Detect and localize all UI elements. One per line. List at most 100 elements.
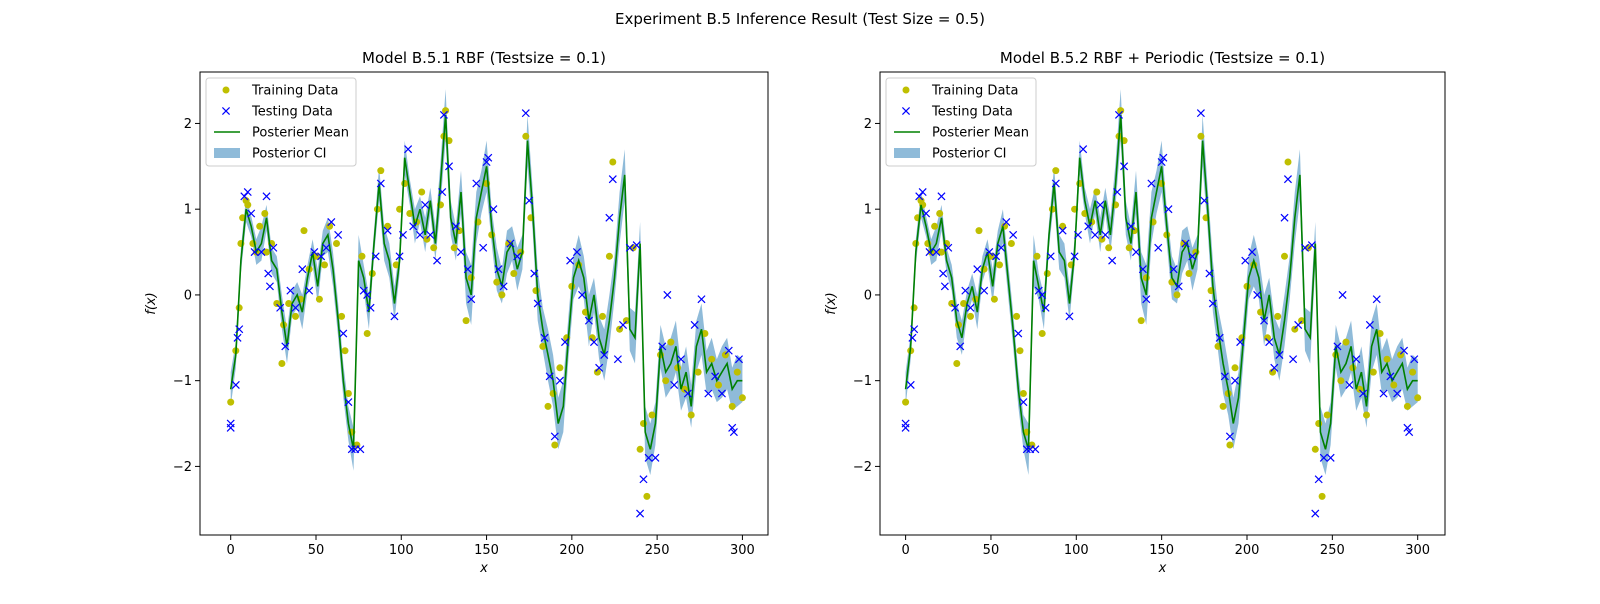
y-tick-label: 2 xyxy=(864,117,872,132)
testing-point xyxy=(533,299,542,308)
training-point xyxy=(1356,385,1364,393)
training-point xyxy=(987,252,995,260)
training-point xyxy=(1383,355,1391,363)
testing-point xyxy=(439,110,448,119)
legend-label: Posterier Mean xyxy=(252,126,349,141)
testing-point xyxy=(416,230,425,239)
testing-point xyxy=(1231,376,1240,385)
testing-point xyxy=(1236,338,1245,347)
testing-point xyxy=(1041,303,1050,312)
training-point xyxy=(544,402,552,410)
x-tick-label: 0 xyxy=(901,543,909,558)
testing-point xyxy=(901,423,910,432)
testing-point xyxy=(1154,243,1163,252)
training-point xyxy=(936,210,944,217)
training-point xyxy=(1376,330,1384,337)
training-point xyxy=(1298,317,1306,325)
testing-point xyxy=(456,248,465,257)
x-tick-label: 100 xyxy=(389,543,414,558)
testing-point xyxy=(1174,282,1183,291)
training-point xyxy=(256,222,264,230)
testing-point xyxy=(1169,265,1178,274)
training-point xyxy=(1264,334,1271,342)
testing-point xyxy=(305,286,314,295)
training-point xyxy=(1173,291,1181,299)
subplot-title: Model B.5.1 RBF (Testsize = 0.1) xyxy=(362,49,606,67)
testing-point xyxy=(506,239,515,248)
legend-training-marker xyxy=(222,86,230,94)
testing-point xyxy=(1265,338,1274,347)
legend-ci-patch xyxy=(214,148,240,158)
testing-point xyxy=(651,453,660,462)
training-point xyxy=(341,347,349,355)
testing-point xyxy=(639,475,648,484)
testing-point xyxy=(944,243,953,252)
training-point xyxy=(1369,368,1377,376)
training-point xyxy=(423,235,431,243)
training-point xyxy=(938,248,945,256)
testing-point xyxy=(404,145,413,154)
training-point xyxy=(1219,402,1227,410)
testing-point xyxy=(1096,200,1105,209)
training-point xyxy=(539,342,547,350)
training-point xyxy=(321,261,328,269)
training-point xyxy=(315,295,323,303)
training-point xyxy=(1052,167,1060,175)
testing-point xyxy=(663,290,672,299)
training-point xyxy=(1016,347,1024,355)
training-point xyxy=(556,364,564,372)
testing-point xyxy=(922,209,931,218)
training-point xyxy=(1117,107,1125,115)
training-point xyxy=(430,244,438,252)
training-point xyxy=(1414,394,1422,402)
testing-point xyxy=(322,243,331,252)
training-point xyxy=(990,295,998,303)
testing-point xyxy=(632,241,641,250)
testing-point xyxy=(997,243,1006,252)
testing-point xyxy=(482,158,491,167)
training-point xyxy=(1033,252,1041,260)
training-point xyxy=(292,312,299,320)
training-point xyxy=(967,312,974,320)
training-point xyxy=(902,398,910,406)
testing-point xyxy=(1280,213,1289,222)
testing-point xyxy=(1108,256,1117,265)
testing-point xyxy=(690,320,699,329)
training-point xyxy=(462,317,470,325)
training-point xyxy=(728,402,736,410)
y-tick-label: 2 xyxy=(184,117,192,132)
testing-point xyxy=(1142,295,1151,304)
testing-point xyxy=(600,350,609,359)
testing-point xyxy=(359,286,368,295)
y-tick-label: −1 xyxy=(173,374,192,389)
testing-point xyxy=(625,243,634,252)
testing-point xyxy=(584,316,593,325)
testing-point xyxy=(1038,290,1047,299)
testing-point xyxy=(494,265,503,274)
y-axis-label: f(x) xyxy=(144,292,159,314)
testing-point xyxy=(704,389,713,398)
testing-point xyxy=(578,290,587,299)
testing-point xyxy=(1114,110,1123,119)
testing-point xyxy=(467,295,476,304)
training-point xyxy=(235,304,243,312)
testing-point xyxy=(298,265,307,274)
training-point xyxy=(1390,381,1398,389)
testing-point xyxy=(956,342,965,351)
training-point xyxy=(363,330,371,337)
testing-point xyxy=(366,303,375,312)
testing-point xyxy=(670,380,679,389)
testing-point xyxy=(1065,312,1074,321)
x-tick-label: 50 xyxy=(308,543,325,558)
testing-point xyxy=(1248,248,1257,257)
training-point xyxy=(953,360,961,367)
testing-point xyxy=(1208,299,1217,308)
testing-point xyxy=(1019,398,1028,407)
testing-point xyxy=(939,269,948,278)
testing-point xyxy=(985,248,994,257)
testing-point xyxy=(398,230,408,239)
testing-point xyxy=(1091,230,1100,239)
testing-point xyxy=(1326,453,1335,462)
testing-point xyxy=(286,286,295,295)
testing-point xyxy=(566,256,575,265)
